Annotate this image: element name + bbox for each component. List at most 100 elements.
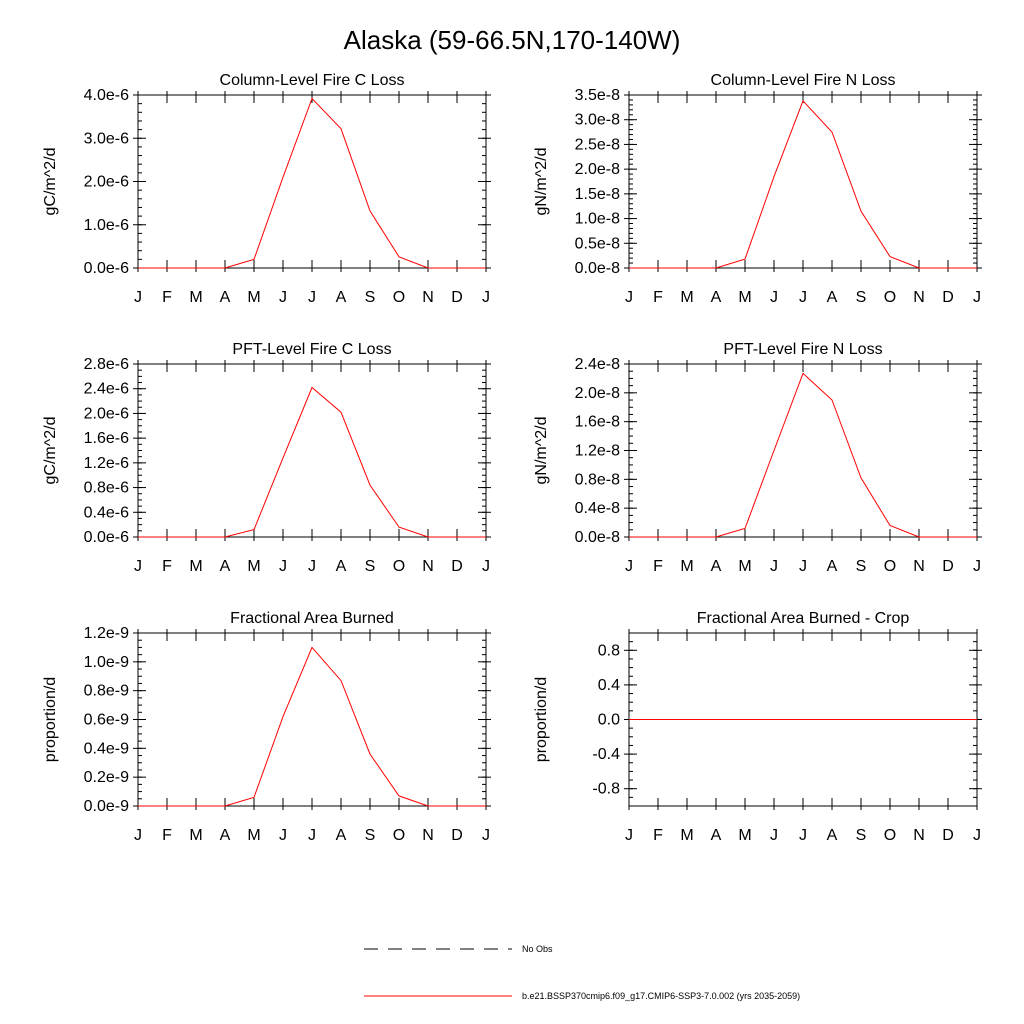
x-tick-label: M: [247, 289, 260, 306]
x-tick-label: N: [913, 827, 925, 844]
x-tick-label: O: [393, 289, 405, 306]
y-tick-label: 2.0e-6: [84, 405, 129, 422]
x-tick-label: S: [856, 558, 867, 575]
y-tick-label: 0.4: [598, 677, 620, 694]
x-tick-label: D: [451, 827, 463, 844]
y-tick-label: 1.0e-8: [575, 211, 620, 228]
x-tick-label: A: [336, 558, 347, 575]
y-tick-label: 2.4e-8: [575, 356, 620, 373]
x-tick-label: J: [770, 289, 778, 306]
y-tick-label: 0.2e-9: [84, 769, 129, 786]
x-tick-label: J: [770, 827, 778, 844]
series-line-model: [138, 386, 486, 538]
legend-model-label: b.e21.BSSP370cmip6.f09_g17.CMIP6-SSP3-7.…: [522, 991, 800, 1001]
y-tick-label: 3.5e-8: [575, 87, 620, 104]
x-tick-label: O: [884, 289, 896, 306]
y-axis-label: proportion/d: [533, 677, 550, 762]
y-tick-label: 0.0e-6: [84, 260, 129, 277]
x-tick-label: M: [247, 558, 260, 575]
x-tick-label: J: [134, 289, 142, 306]
y-tick-label: 1.0e-9: [84, 654, 129, 671]
x-tick-label: M: [738, 289, 751, 306]
y-axis-label: gN/m^2/d: [533, 148, 550, 216]
x-tick-label: M: [247, 827, 260, 844]
x-tick-label: F: [162, 289, 172, 306]
x-tick-label: A: [336, 827, 347, 844]
chart-panel-2: Column-Level Fire N Loss gN/m^2/d 0.0e-8 0.…: [533, 72, 982, 306]
x-tick-label: D: [942, 827, 954, 844]
x-tick-label: D: [942, 558, 954, 575]
x-tick-label: J: [770, 558, 778, 575]
plot-frame: [137, 632, 487, 807]
chart-title: Column-Level Fire C Loss: [220, 72, 405, 89]
y-tick-label: -0.4: [592, 746, 620, 763]
x-tick-label: F: [653, 827, 663, 844]
x-tick-label: S: [365, 827, 376, 844]
x-tick-label: M: [680, 558, 693, 575]
x-tick-label: N: [913, 558, 925, 575]
chart-panel-6: Fractional Area Burned - Crop proportion/…: [533, 610, 982, 844]
series-line-model: [629, 99, 977, 269]
panels: Column-Level Fire C Loss gC/m^2/d 0.0e-6 1.…: [42, 72, 982, 844]
x-tick-label: D: [451, 558, 463, 575]
y-tick-label: 1.6e-8: [575, 414, 620, 431]
x-tick-label: F: [653, 558, 663, 575]
x-tick-label: M: [189, 558, 202, 575]
x-tick-label: S: [856, 827, 867, 844]
y-tick-label: 3.0e-8: [575, 112, 620, 129]
x-tick-label: A: [711, 289, 722, 306]
plot-frame: [137, 94, 487, 269]
x-tick-label: O: [884, 827, 896, 844]
y-tick-label: 0.0e-8: [575, 260, 620, 277]
y-tick-label: 0.8e-9: [84, 683, 129, 700]
y-tick-label: 0.4e-8: [575, 500, 620, 517]
chart-title: Fractional Area Burned - Crop: [697, 610, 910, 627]
x-tick-label: S: [856, 289, 867, 306]
y-tick-label: 0.6e-9: [84, 712, 129, 729]
chart-panel-1: Column-Level Fire C Loss gC/m^2/d 0.0e-6 1.…: [42, 72, 491, 306]
x-tick-label: N: [422, 289, 434, 306]
x-tick-label: J: [799, 289, 807, 306]
x-tick-label: A: [220, 558, 231, 575]
x-tick-label: M: [680, 827, 693, 844]
y-axis-label: gN/m^2/d: [533, 417, 550, 485]
y-tick-label: 2.0e-8: [575, 161, 620, 178]
x-tick-label: J: [279, 827, 287, 844]
series-line-model: [138, 646, 486, 807]
y-tick-label: 4.0e-6: [84, 87, 129, 104]
x-tick-label: J: [308, 558, 316, 575]
y-tick-label: 0.0e-6: [84, 529, 129, 546]
x-tick-label: M: [738, 827, 751, 844]
chart-title: PFT-Level Fire N Loss: [723, 341, 882, 358]
x-tick-label: J: [482, 827, 490, 844]
y-axis-label: gC/m^2/d: [42, 417, 59, 485]
x-tick-label: J: [625, 289, 633, 306]
series-line-model: [138, 97, 486, 269]
x-tick-label: J: [134, 827, 142, 844]
x-tick-label: O: [393, 558, 405, 575]
x-tick-label: J: [134, 558, 142, 575]
x-tick-label: J: [308, 827, 316, 844]
x-tick-label: J: [973, 558, 981, 575]
x-tick-label: F: [162, 558, 172, 575]
legend: No Obs b.e21.BSSP370cmip6.f09_g17.CMIP6-…: [364, 944, 800, 1001]
x-tick-label: F: [162, 827, 172, 844]
x-tick-label: O: [884, 558, 896, 575]
y-tick-label: 2.0e-8: [575, 385, 620, 402]
x-tick-label: S: [365, 289, 376, 306]
y-tick-label: 2.5e-8: [575, 136, 620, 153]
y-tick-label: 2.8e-6: [84, 356, 129, 373]
series-line-model: [629, 372, 977, 538]
x-tick-label: J: [625, 558, 633, 575]
y-tick-label: 0.0e-8: [575, 529, 620, 546]
figure-title: Alaska (59-66.5N,170-140W): [344, 25, 681, 55]
x-tick-label: M: [189, 289, 202, 306]
x-tick-label: A: [220, 289, 231, 306]
chart-panel-5: Fractional Area Burned proportion/d 0.0e-9…: [42, 610, 491, 844]
x-tick-label: M: [680, 289, 693, 306]
y-tick-label: 0.5e-8: [575, 235, 620, 252]
x-tick-label: N: [422, 827, 434, 844]
chart-title: PFT-Level Fire C Loss: [232, 341, 391, 358]
x-tick-label: J: [308, 289, 316, 306]
